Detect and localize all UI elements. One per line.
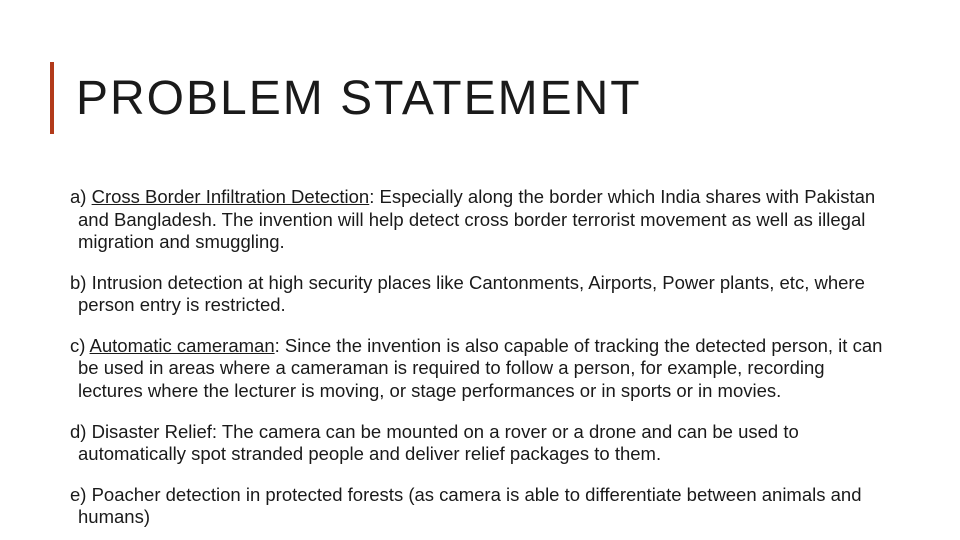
paragraph-b: b) Intrusion detection at high security … — [70, 272, 890, 317]
para-a-underline: Cross Border Infiltration Detection — [92, 186, 370, 207]
slide: { "accent_color": "#b23a1a", "text_color… — [0, 0, 960, 540]
title-block: PROBLEM STATEMENT — [50, 62, 642, 134]
para-a-lead: a) — [70, 186, 92, 207]
slide-title: PROBLEM STATEMENT — [76, 71, 642, 126]
paragraph-c: c) Automatic cameraman: Since the invent… — [70, 335, 890, 403]
paragraph-e: e) Poacher detection in protected forest… — [70, 484, 890, 529]
title-accent-bar — [50, 62, 54, 134]
body-text: a) Cross Border Infiltration Detection: … — [70, 186, 890, 540]
paragraph-a: a) Cross Border Infiltration Detection: … — [70, 186, 890, 254]
para-c-lead: c) — [70, 335, 90, 356]
paragraph-d: d) Disaster Relief: The camera can be mo… — [70, 421, 890, 466]
para-c-underline: Automatic cameraman — [90, 335, 275, 356]
